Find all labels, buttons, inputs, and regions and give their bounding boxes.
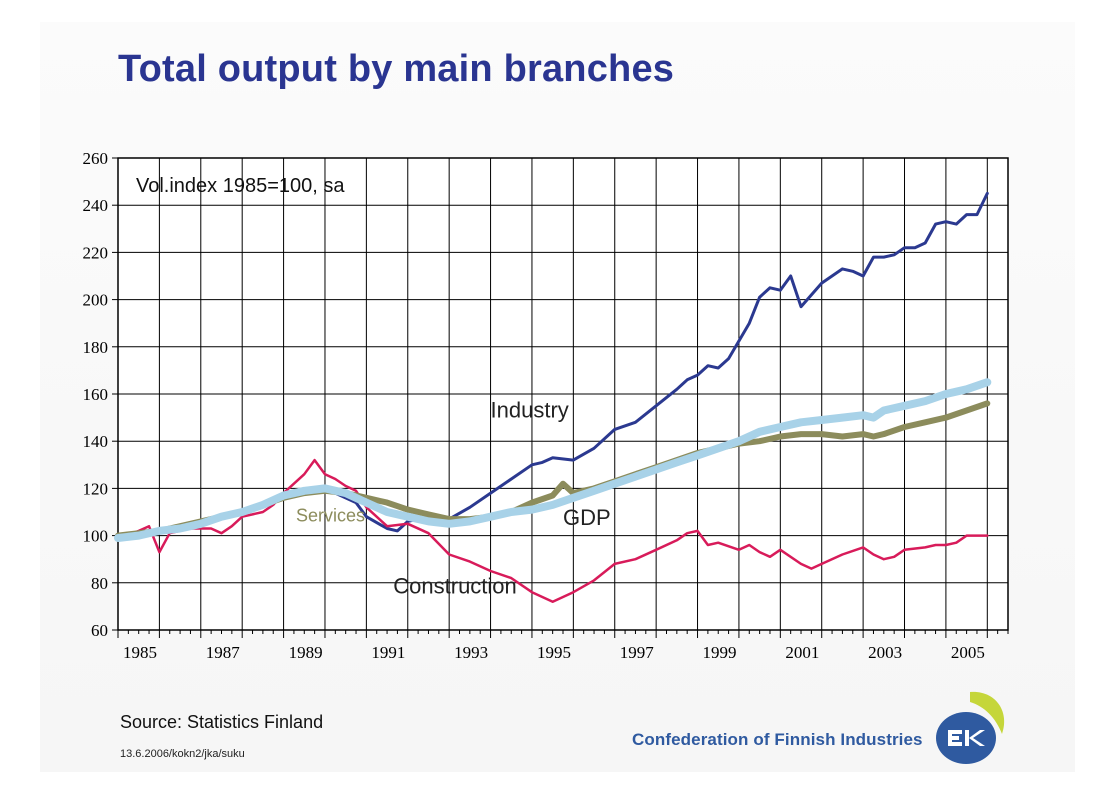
y-tick-label: 100 — [83, 527, 109, 546]
organization-name: Confederation of Finnish Industries — [632, 730, 923, 749]
page-title: Total output by main branches — [118, 48, 675, 90]
y-tick-label: 200 — [83, 291, 109, 310]
series-label-construction: Construction — [393, 573, 517, 598]
logo-swoosh — [970, 691, 1005, 734]
x-tick-label: 1995 — [537, 643, 571, 662]
x-tick-label: 1991 — [371, 643, 405, 662]
y-tick-label: 180 — [83, 338, 109, 357]
x-tick-label: 1997 — [620, 643, 655, 662]
series-label-services: Services — [296, 505, 365, 525]
x-tick-label: 2003 — [868, 643, 902, 662]
y-tick-label: 60 — [91, 621, 108, 640]
source-note: Source: Statistics Finland — [120, 712, 324, 732]
x-tick-label: 2005 — [951, 643, 985, 662]
chart-grid — [117, 157, 1008, 631]
chart-axes: 60 80 100 120 140 160 180 200 220 240 260 1985 1987 1… — [83, 149, 1009, 662]
footnote: 13.6.2006/kokn2/jka/suku — [120, 748, 245, 760]
y-tick-label: 160 — [83, 385, 109, 404]
y-tick-label: 80 — [91, 574, 108, 593]
x-tick-label: 1999 — [703, 643, 737, 662]
series-line-construction — [116, 458, 989, 603]
series-line-gdp — [114, 378, 992, 542]
series-label-industry: Industry — [491, 398, 569, 423]
x-tick-label: 1987 — [206, 643, 241, 662]
x-tick-label: 1993 — [454, 643, 488, 662]
y-tick-label: 120 — [83, 479, 109, 498]
chart-series-labels: Industry Services GDP Construction — [296, 398, 611, 599]
y-tick-label: 240 — [83, 196, 109, 215]
x-tick-label: 1989 — [289, 643, 323, 662]
logo-text-ek — [948, 730, 985, 746]
chart-series — [114, 191, 992, 603]
chart-annotation: Vol.index 1985=100, sa — [136, 175, 345, 197]
y-tick-label: 260 — [83, 149, 109, 168]
series-label-gdp: GDP — [563, 505, 611, 530]
ek-logo — [936, 691, 1005, 764]
x-tick-label: 2001 — [785, 643, 819, 662]
x-tick-label: 1985 — [123, 643, 157, 662]
y-tick-label: 220 — [83, 243, 109, 262]
y-tick-label: 140 — [83, 432, 109, 451]
